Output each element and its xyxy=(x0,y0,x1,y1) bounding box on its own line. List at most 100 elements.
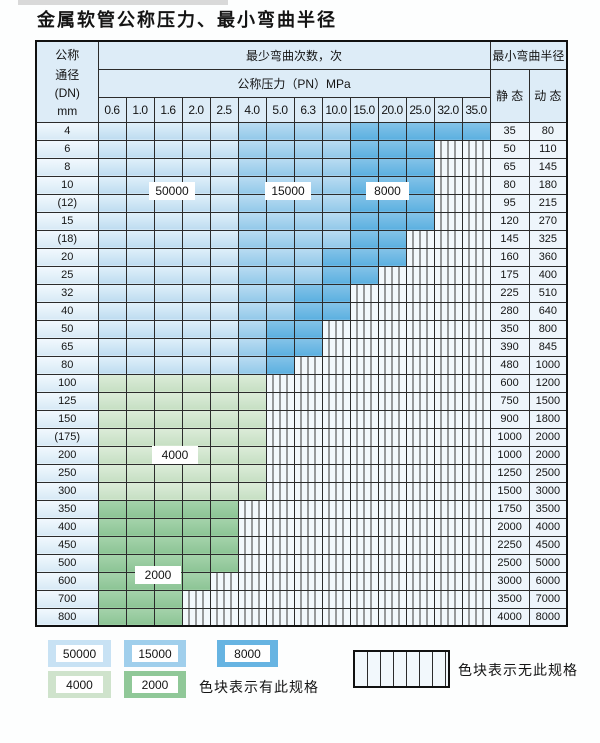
dynamic-value-cell: 845 xyxy=(528,337,568,357)
grid-cell-g1 xyxy=(209,373,239,393)
grid-cell-b1 xyxy=(97,175,127,195)
static-header: 静 态 xyxy=(489,68,530,123)
static-value-cell: 160 xyxy=(489,247,530,267)
static-value-cell: 3500 xyxy=(489,589,530,609)
grid-cell-b2 xyxy=(265,265,295,285)
hatch-cell xyxy=(433,301,463,321)
hatch-cell xyxy=(377,319,407,339)
hatch-cell xyxy=(265,517,295,537)
static-value-cell: 3000 xyxy=(489,571,530,591)
grid-cell-b3 xyxy=(349,121,379,141)
hatch-cell xyxy=(377,301,407,321)
dn-label-cell: 32 xyxy=(35,283,99,303)
grid-cell-g1 xyxy=(97,463,127,483)
grid-cell-g1 xyxy=(97,409,127,429)
static-value-cell: 120 xyxy=(489,211,530,231)
grid-cell-g2 xyxy=(153,499,183,519)
grid-cell-g2 xyxy=(97,535,127,555)
static-value-cell: 280 xyxy=(489,301,530,321)
dn-label-cell: 600 xyxy=(35,571,99,591)
grid-cell-g1 xyxy=(181,391,211,411)
hatch-cell xyxy=(433,517,463,537)
grid-cell-b1 xyxy=(125,301,155,321)
hatch-cell xyxy=(237,607,267,627)
hatch-cell xyxy=(349,517,379,537)
hatch-cell xyxy=(461,607,491,627)
page-title: 金属软管公称压力、最小弯曲半径 xyxy=(37,10,337,30)
dynamic-value-cell: 8000 xyxy=(528,607,568,627)
hatch-cell xyxy=(377,535,407,555)
dynamic-value-cell: 180 xyxy=(528,175,568,195)
grid-cell-b1 xyxy=(153,301,183,321)
hatch-cell xyxy=(321,337,351,357)
zone-label-8000: 8000 xyxy=(366,182,409,200)
grid-cell-g1 xyxy=(209,481,239,501)
grid-cell-b3 xyxy=(349,157,379,177)
table-row-dn-350: 350 1750 3500 xyxy=(35,499,568,519)
hatch-cell xyxy=(405,499,435,519)
static-value-cell: 1000 xyxy=(489,427,530,447)
grid-cell-b2 xyxy=(237,283,267,303)
grid-cell-b2 xyxy=(321,229,351,249)
dynamic-value-cell: 2000 xyxy=(528,445,568,465)
grid-cell-b3 xyxy=(377,139,407,159)
hatch-cell xyxy=(433,535,463,555)
hatch-cell xyxy=(433,175,463,195)
hatch-cell xyxy=(405,319,435,339)
grid-cell-b1 xyxy=(153,121,183,141)
grid-cell-b2 xyxy=(321,175,351,195)
static-value-cell: 1750 xyxy=(489,499,530,519)
hatch-cell xyxy=(405,553,435,573)
scan-artifact-strip xyxy=(18,0,228,5)
hatch-cell xyxy=(405,571,435,591)
dn-label-cell: 150 xyxy=(35,409,99,429)
table-row-dn-18: (18) 145 325 xyxy=(35,229,568,249)
hatch-cell xyxy=(237,499,267,519)
hatch-cell xyxy=(461,463,491,483)
hatch-cell xyxy=(265,589,295,609)
legend-swatch-label: 8000 xyxy=(225,645,270,662)
grid-cell-g1 xyxy=(181,481,211,501)
dn-header-line: 公称 xyxy=(55,47,80,62)
dn-label-cell: 65 xyxy=(35,337,99,357)
hatch-cell xyxy=(433,139,463,159)
grid-cell-b1 xyxy=(125,193,155,213)
grid-cell-b2 xyxy=(237,247,267,267)
hatch-cell xyxy=(377,355,407,375)
dynamic-value-cell: 1200 xyxy=(528,373,568,393)
dynamic-value-cell: 110 xyxy=(528,139,568,159)
hatch-cell xyxy=(293,409,323,429)
hatch-cell xyxy=(265,445,295,465)
hatch-cell xyxy=(293,553,323,573)
hatch-cell xyxy=(433,211,463,231)
dn-label-cell: 8 xyxy=(35,157,99,177)
grid-cell-b3 xyxy=(349,211,379,231)
grid-cell-b1 xyxy=(209,337,239,357)
pressure-tick: 32.0 xyxy=(433,96,463,123)
hatch-cell xyxy=(377,481,407,501)
grid-cell-b1 xyxy=(209,229,239,249)
hatch-cell xyxy=(265,535,295,555)
dynamic-value-cell: 1500 xyxy=(528,391,568,411)
hatch-cell xyxy=(461,283,491,303)
hatch-cell xyxy=(461,139,491,159)
hatch-cell xyxy=(405,481,435,501)
hatch-cell xyxy=(321,553,351,573)
grid-cell-b1 xyxy=(181,265,211,285)
hatch-cell xyxy=(181,589,211,609)
grid-cell-g1 xyxy=(153,391,183,411)
hatch-cell xyxy=(461,409,491,429)
hatch-cell xyxy=(433,589,463,609)
dn-label-cell: 125 xyxy=(35,391,99,411)
grid-cell-g1 xyxy=(153,373,183,393)
grid-cell-g1 xyxy=(209,445,239,465)
hatch-cell xyxy=(293,391,323,411)
grid-cell-g2 xyxy=(181,535,211,555)
grid-cell-b3 xyxy=(433,121,463,141)
dn-header-line: mm xyxy=(57,103,78,118)
grid-cell-g2 xyxy=(181,499,211,519)
grid-cell-b1 xyxy=(125,211,155,231)
pressure-tick: 6.3 xyxy=(293,96,323,123)
dynamic-value-cell: 400 xyxy=(528,265,568,285)
grid-cell-g2 xyxy=(209,535,239,555)
